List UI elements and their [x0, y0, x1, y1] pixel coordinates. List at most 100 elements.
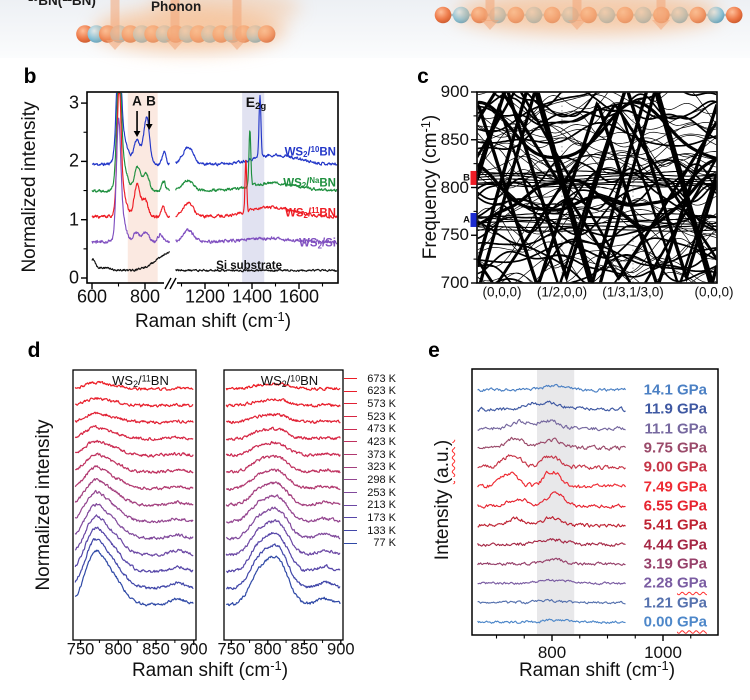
- c-kpoint-label: (0,0,0): [694, 284, 734, 300]
- phonon-label: Phonon: [151, 0, 202, 14]
- d-x-tick-label: 750: [217, 640, 246, 659]
- text-segment: WS: [283, 177, 302, 190]
- e-pressure-label: 0.00 GPa: [644, 613, 707, 630]
- temperature-spectrum: [74, 380, 194, 391]
- text-segment: Raman shift (cm: [131, 659, 271, 681]
- phonon-band: [477, 123, 717, 148]
- text-segment: 2: [281, 378, 287, 389]
- text-segment: BN: [319, 207, 336, 220]
- b-x-tick-label: 800: [129, 286, 161, 307]
- pressure-spectrum: [477, 538, 626, 547]
- legend-label: 523 K: [367, 410, 396, 423]
- pressure-unit: GPa: [676, 574, 707, 592]
- b-x-tick-label: 1600: [278, 286, 320, 307]
- pressure-unit: GPa: [676, 478, 707, 496]
- phonon-band: [477, 225, 717, 228]
- legend-label: 213 K: [367, 499, 396, 512]
- d-x-tick-label: 800: [254, 640, 282, 659]
- pressure-value: 1.21: [643, 594, 677, 612]
- pressure-unit: GPa: [676, 536, 707, 554]
- phonon-band: [477, 92, 717, 120]
- phonon-band: [477, 260, 717, 283]
- temperature-legend-item: 323 K: [344, 461, 396, 473]
- pressure-spectrum: [477, 454, 626, 470]
- text-segment: WS: [284, 146, 304, 159]
- d-curves: [74, 380, 194, 607]
- text-segment: ): [281, 659, 289, 681]
- phonon-band: [477, 121, 717, 147]
- pressure-value: 0.00: [643, 613, 677, 631]
- legend-label: 623 K: [367, 385, 396, 398]
- temperature-legend-item: 298 K: [344, 474, 396, 486]
- phonon-band: [477, 220, 717, 225]
- pressure-value: 7.49: [643, 478, 677, 496]
- text-segment: (a.u.): [432, 439, 453, 485]
- c-marker-label: B: [463, 172, 470, 184]
- b-y-tick-label: 0: [68, 267, 79, 288]
- pressure-unit: GPa: [676, 381, 707, 399]
- pressure-unit: GPa: [676, 516, 707, 534]
- phonon-band: [477, 181, 717, 185]
- temperature-spectrum: [225, 398, 341, 408]
- e-pressure-label: 11.9 GPa: [644, 401, 707, 418]
- temperature-spectrum: [74, 411, 194, 425]
- pressure-spectrum: [477, 598, 626, 605]
- temperature-spectrum: [225, 382, 341, 391]
- c-kpoint-label: (0,0,0): [482, 284, 522, 300]
- pressure-unit: GPa: [676, 555, 707, 573]
- temperature-spectrum: [225, 543, 341, 590]
- text-segment: Raman shift (cm: [134, 310, 274, 332]
- temperature-spectrum: [226, 506, 341, 541]
- temperature-spectrum: [74, 503, 194, 540]
- temperature-spectrum: [225, 426, 341, 441]
- b-plot-frame: [86, 91, 339, 284]
- phonon-band: [477, 100, 717, 160]
- temperature-legend-item: 473 K: [344, 423, 396, 435]
- phonon-glow-right: [455, 0, 720, 34]
- phonon-band: [477, 186, 717, 228]
- phonon-band: [511, 92, 717, 120]
- temperature-legend-item: 623 K: [344, 385, 396, 397]
- legend-label: 298 K: [367, 473, 396, 486]
- text-segment: -1: [657, 658, 669, 674]
- text-segment: /Si: [321, 237, 336, 250]
- text-segment: 2: [301, 181, 307, 191]
- b-curves: [91, 92, 338, 273]
- temperature-legend-item: 253 K: [344, 487, 396, 499]
- legend-line-swatch: [344, 492, 357, 494]
- panel-label-b: b: [23, 65, 37, 88]
- temperature-spectrum: [74, 549, 194, 607]
- temperature-legend-item: 77 K: [344, 537, 396, 549]
- text-segment: Frequency (cm: [419, 132, 441, 260]
- text-segment: WS: [112, 373, 134, 389]
- c-bands: [477, 92, 717, 283]
- c-y-tick-label: 900: [440, 82, 469, 101]
- legend-line-swatch: [344, 530, 357, 532]
- temperature-spectrum: [226, 555, 341, 607]
- panel-label-d: d: [27, 339, 41, 362]
- legend-line-swatch: [344, 542, 357, 544]
- d-x-tick-label: 900: [327, 640, 355, 659]
- c-marker-label: A: [463, 214, 470, 226]
- down-arrow-icon: [145, 124, 153, 130]
- pressure-spectrum: [477, 470, 626, 489]
- b-y-tick-label: 1: [68, 209, 79, 230]
- temperature-spectrum: [74, 478, 194, 507]
- c-y-axis-label: Frequency (cm-1): [418, 115, 442, 260]
- pressure-spectrum: [477, 491, 626, 509]
- boron-atom: [434, 6, 452, 24]
- phonon-arrow-icon: [228, 0, 246, 50]
- legend-line-swatch: [344, 479, 357, 481]
- pressure-value: 9.75: [643, 439, 677, 457]
- temperature-spectrum: [74, 489, 194, 524]
- spectrum-curve: [91, 92, 338, 219]
- legend-label: 373 K: [367, 448, 396, 461]
- pressure-value: 9.00: [643, 458, 677, 476]
- phonon-band: [492, 92, 598, 123]
- text-segment: 10: [290, 373, 301, 384]
- e-y-axis-label: Intensity (a.u.): [432, 440, 454, 560]
- temperature-legend-item: 573 K: [344, 398, 396, 410]
- text-segment: /: [286, 373, 291, 389]
- text-segment: WS: [260, 373, 282, 389]
